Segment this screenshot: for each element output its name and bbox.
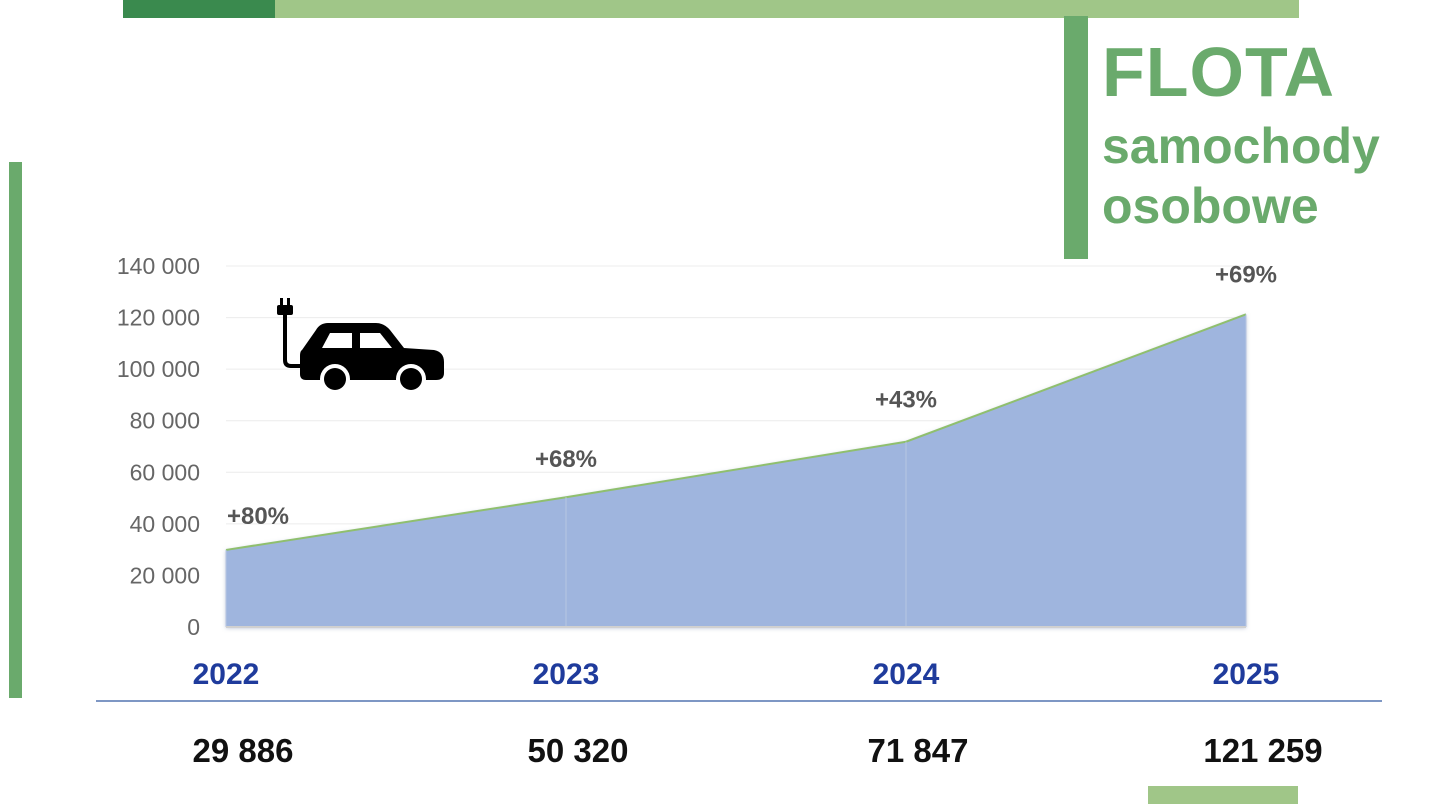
y-tick-label: 60 000 [130,459,200,485]
value-label: 71 847 [868,732,969,769]
top-accent-bar-light [275,0,1299,18]
page-title: FLOTA [1102,33,1336,111]
title-block: FLOTA samochody osobowe [1102,28,1380,236]
electric-car-icon [277,298,444,394]
growth-label: +80% [227,503,289,530]
y-tick-label: 0 [187,614,200,640]
title-accent-bar [1064,16,1088,259]
y-tick-label: 80 000 [130,408,200,434]
left-accent-bar [9,162,22,698]
y-tick-label: 100 000 [117,356,200,382]
x-tick-label-year: 2024 [873,658,940,691]
x-tick-label-year: 2025 [1213,658,1280,691]
value-label: 29 886 [193,732,294,769]
y-tick-label: 40 000 [130,511,200,537]
growth-label: +69% [1215,261,1277,288]
page-subtitle-line-1: samochody [1102,118,1380,174]
page-subtitle-line-2: osobowe [1102,178,1319,234]
value-label: 50 320 [528,732,629,769]
value-label: 121 259 [1203,732,1322,769]
bottom-accent-bar [1148,786,1298,804]
y-tick-label: 140 000 [117,253,200,279]
top-accent-bar-dark [123,0,275,18]
x-tick-label-year: 2023 [533,658,600,691]
growth-label: +43% [875,387,937,414]
area-series [226,314,1246,627]
area-series-edge [225,313,1247,551]
x-tick-label-year: 2022 [193,658,260,691]
growth-label: +68% [535,446,597,473]
y-tick-label: 120 000 [117,305,200,331]
y-tick-label: 20 000 [130,562,200,588]
